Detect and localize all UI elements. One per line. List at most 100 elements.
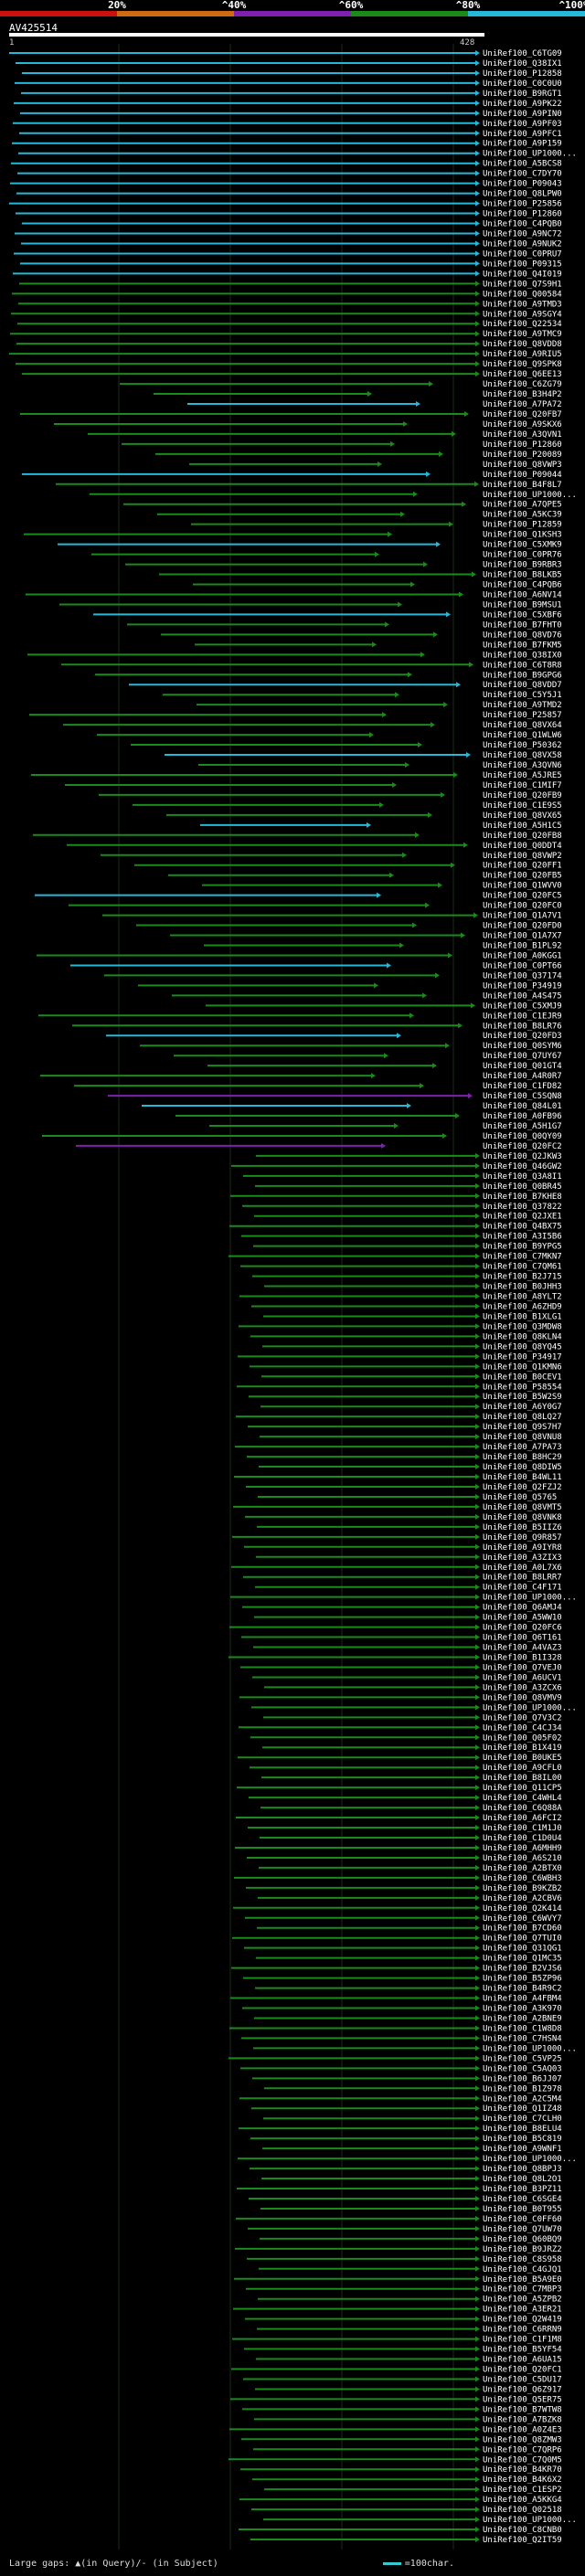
hit-label[interactable]: UniRef100_C7HSN4 bbox=[483, 2034, 562, 2043]
hit-label[interactable]: UniRef100_C5DU17 bbox=[483, 2375, 562, 2384]
hit-label[interactable]: UniRef100_Q5ER75 bbox=[483, 2395, 562, 2404]
hit-label[interactable]: UniRef100_C6RRN9 bbox=[483, 2326, 562, 2335]
hit-label[interactable]: UniRef100_UP1000... bbox=[483, 1594, 577, 1603]
hit-label[interactable]: UniRef100_A6FCI2 bbox=[483, 1814, 562, 1823]
hit-label[interactable]: UniRef100_B9JRZ2 bbox=[483, 2245, 562, 2254]
hit-label[interactable]: UniRef100_Q60BQ9 bbox=[483, 2235, 562, 2244]
hit-label[interactable]: UniRef100_Q8VD76 bbox=[483, 631, 562, 640]
hit-label[interactable]: UniRef100_UP1000... bbox=[483, 2516, 577, 2525]
hit-label[interactable]: UniRef100_C5XMJ9 bbox=[483, 1002, 562, 1011]
hit-label[interactable]: UniRef100_B9MSU1 bbox=[483, 600, 562, 610]
hit-label[interactable]: UniRef100_A9TMC9 bbox=[483, 330, 562, 339]
hit-label[interactable]: UniRef100_Q1KSH3 bbox=[483, 531, 562, 540]
hit-label[interactable]: UniRef100_A2BTX0 bbox=[483, 1864, 562, 1873]
hit-label[interactable]: UniRef100_B5A9E0 bbox=[483, 2275, 562, 2284]
hit-label[interactable]: UniRef100_C1ESP2 bbox=[483, 2486, 562, 2495]
hit-label[interactable]: UniRef100_UP1000... bbox=[483, 1703, 577, 1712]
hit-label[interactable]: UniRef100_A9IYR8 bbox=[483, 1543, 562, 1553]
hit-label[interactable]: UniRef100_Q3MDW8 bbox=[483, 1322, 562, 1331]
hit-label[interactable]: UniRef100_Q9R857 bbox=[483, 1533, 562, 1542]
hit-label[interactable]: UniRef100_B9YPG5 bbox=[483, 1243, 562, 1252]
hit-label[interactable]: UniRef100_A9PFC1 bbox=[483, 130, 562, 139]
hit-label[interactable]: UniRef100_A6S210 bbox=[483, 1854, 562, 1863]
hit-label[interactable]: UniRef100_Q20FD0 bbox=[483, 922, 562, 931]
hit-label[interactable]: UniRef100_B4R9C2 bbox=[483, 1985, 562, 1994]
hit-label[interactable]: UniRef100_C0PT66 bbox=[483, 961, 562, 970]
hit-label[interactable]: UniRef100_A2C5M4 bbox=[483, 2094, 562, 2104]
hit-label[interactable]: UniRef100_Q37174 bbox=[483, 971, 562, 981]
hit-label[interactable]: UniRef100_B8IL00 bbox=[483, 1774, 562, 1783]
hit-label[interactable]: UniRef100_A3QVN6 bbox=[483, 761, 562, 770]
hit-label[interactable]: UniRef100_C5VP25 bbox=[483, 2054, 562, 2063]
hit-label[interactable]: UniRef100_Q2W419 bbox=[483, 2316, 562, 2325]
hit-label[interactable]: UniRef100_Q46GW2 bbox=[483, 1162, 562, 1171]
hit-label[interactable]: UniRef100_A0Z4E3 bbox=[483, 2425, 562, 2434]
hit-label[interactable]: UniRef100_A4R0R7 bbox=[483, 1072, 562, 1081]
hit-label[interactable]: UniRef100_C5SQN8 bbox=[483, 1092, 562, 1101]
hit-label[interactable]: UniRef100_B8LRR7 bbox=[483, 1574, 562, 1583]
hit-label[interactable]: UniRef100_C6Q88A bbox=[483, 1804, 562, 1813]
hit-label[interactable]: UniRef100_Q31QG1 bbox=[483, 1945, 562, 1954]
hit-label[interactable]: UniRef100_Q3A8I1 bbox=[483, 1172, 562, 1182]
hit-label[interactable]: UniRef100_Q20FC5 bbox=[483, 892, 562, 901]
hit-label[interactable]: UniRef100_Q8VMV9 bbox=[483, 1693, 562, 1702]
hit-label[interactable]: UniRef100_C1FD82 bbox=[483, 1082, 562, 1091]
hit-label[interactable]: UniRef100_P09043 bbox=[483, 180, 562, 189]
hit-label[interactable]: UniRef100_P58554 bbox=[483, 1383, 562, 1392]
hit-label[interactable]: UniRef100_Q1A7V1 bbox=[483, 912, 562, 921]
hit-label[interactable]: UniRef100_Q8VMT5 bbox=[483, 1503, 562, 1512]
hit-label[interactable]: UniRef100_B2VJS6 bbox=[483, 1965, 562, 1974]
hit-label[interactable]: UniRef100_A4S475 bbox=[483, 991, 562, 1001]
hit-label[interactable]: UniRef100_Q1MC35 bbox=[483, 1955, 562, 1964]
hit-label[interactable]: UniRef100_C1EJR9 bbox=[483, 1012, 562, 1021]
hit-label[interactable]: UniRef100_B4K6X2 bbox=[483, 2475, 562, 2485]
hit-label[interactable]: UniRef100_A7QPE5 bbox=[483, 501, 562, 510]
hit-label[interactable]: UniRef100_Q1IZ48 bbox=[483, 2104, 562, 2114]
hit-label[interactable]: UniRef100_B3H4P2 bbox=[483, 390, 562, 399]
hit-label[interactable]: UniRef100_A9RIU5 bbox=[483, 350, 562, 359]
hit-label[interactable]: UniRef100_Q8YQ45 bbox=[483, 1342, 562, 1352]
hit-label[interactable]: UniRef100_A0FB96 bbox=[483, 1112, 562, 1121]
hit-label[interactable]: UniRef100_A4VAZ3 bbox=[483, 1644, 562, 1653]
hit-label[interactable]: UniRef100_B4WL11 bbox=[483, 1473, 562, 1482]
hit-label[interactable]: UniRef100_C1D0U4 bbox=[483, 1834, 562, 1843]
hit-label[interactable]: UniRef100_A9TMD3 bbox=[483, 300, 562, 309]
hit-label[interactable]: UniRef100_P12858 bbox=[483, 69, 562, 79]
hit-label[interactable]: UniRef100_A0L7X6 bbox=[483, 1564, 562, 1573]
hit-label[interactable]: UniRef100_Q7UY67 bbox=[483, 1052, 562, 1061]
hit-label[interactable]: UniRef100_A6UA15 bbox=[483, 2356, 562, 2365]
hit-label[interactable]: UniRef100_B0JHH3 bbox=[483, 1283, 562, 1292]
hit-label[interactable]: UniRef100_Q2IT59 bbox=[483, 2536, 562, 2545]
hit-label[interactable]: UniRef100_B8HC29 bbox=[483, 1453, 562, 1462]
hit-label[interactable]: UniRef100_Q8VDD8 bbox=[483, 340, 562, 349]
hit-label[interactable]: UniRef100_Q20FC1 bbox=[483, 2366, 562, 2375]
hit-label[interactable]: UniRef100_Q20FC2 bbox=[483, 1142, 562, 1151]
hit-label[interactable]: UniRef100_Q1KMN6 bbox=[483, 1362, 562, 1372]
hit-label[interactable]: UniRef100_A9P159 bbox=[483, 140, 562, 149]
hit-label[interactable]: UniRef100_B8ELU4 bbox=[483, 2125, 562, 2134]
hit-label[interactable]: UniRef100_A5JRE5 bbox=[483, 771, 562, 780]
hit-label[interactable]: UniRef100_P34919 bbox=[483, 981, 562, 991]
hit-label[interactable]: UniRef100_Q0QY09 bbox=[483, 1132, 562, 1141]
hit-label[interactable]: UniRef100_C1M1J0 bbox=[483, 1824, 562, 1833]
hit-label[interactable]: UniRef100_A7BZK8 bbox=[483, 2415, 562, 2424]
hit-label[interactable]: UniRef100_Q8DIW5 bbox=[483, 1463, 562, 1472]
hit-label[interactable]: UniRef100_UP1000... bbox=[483, 491, 577, 500]
hit-label[interactable]: UniRef100_A3K970 bbox=[483, 2005, 562, 2014]
hit-label[interactable]: UniRef100_B1I328 bbox=[483, 1654, 562, 1663]
hit-label[interactable]: UniRef100_Q38IX1 bbox=[483, 59, 562, 69]
hit-label[interactable]: UniRef100_Q9S7H7 bbox=[483, 1423, 562, 1432]
hit-label[interactable]: UniRef100_B6JJ07 bbox=[483, 2074, 562, 2083]
hit-label[interactable]: UniRef100_B9GPG6 bbox=[483, 671, 562, 680]
hit-label[interactable]: UniRef100_A4FBM4 bbox=[483, 1995, 562, 2004]
hit-label[interactable]: UniRef100_C7MKN7 bbox=[483, 1253, 562, 1262]
hit-label[interactable]: UniRef100_B7KHE8 bbox=[483, 1193, 562, 1202]
hit-label[interactable]: UniRef100_Q1WLW6 bbox=[483, 731, 562, 740]
hit-label[interactable]: UniRef100_C0C0U0 bbox=[483, 80, 562, 89]
hit-label[interactable]: UniRef100_P09315 bbox=[483, 260, 562, 269]
hit-label[interactable]: UniRef100_Q2JKW3 bbox=[483, 1152, 562, 1161]
hit-label[interactable]: UniRef100_A3QVN1 bbox=[483, 430, 562, 440]
hit-label[interactable]: UniRef100_A9TMD2 bbox=[483, 701, 562, 710]
hit-label[interactable]: UniRef100_Q8ZMW3 bbox=[483, 2435, 562, 2444]
hit-label[interactable]: UniRef100_A5KC39 bbox=[483, 511, 562, 520]
